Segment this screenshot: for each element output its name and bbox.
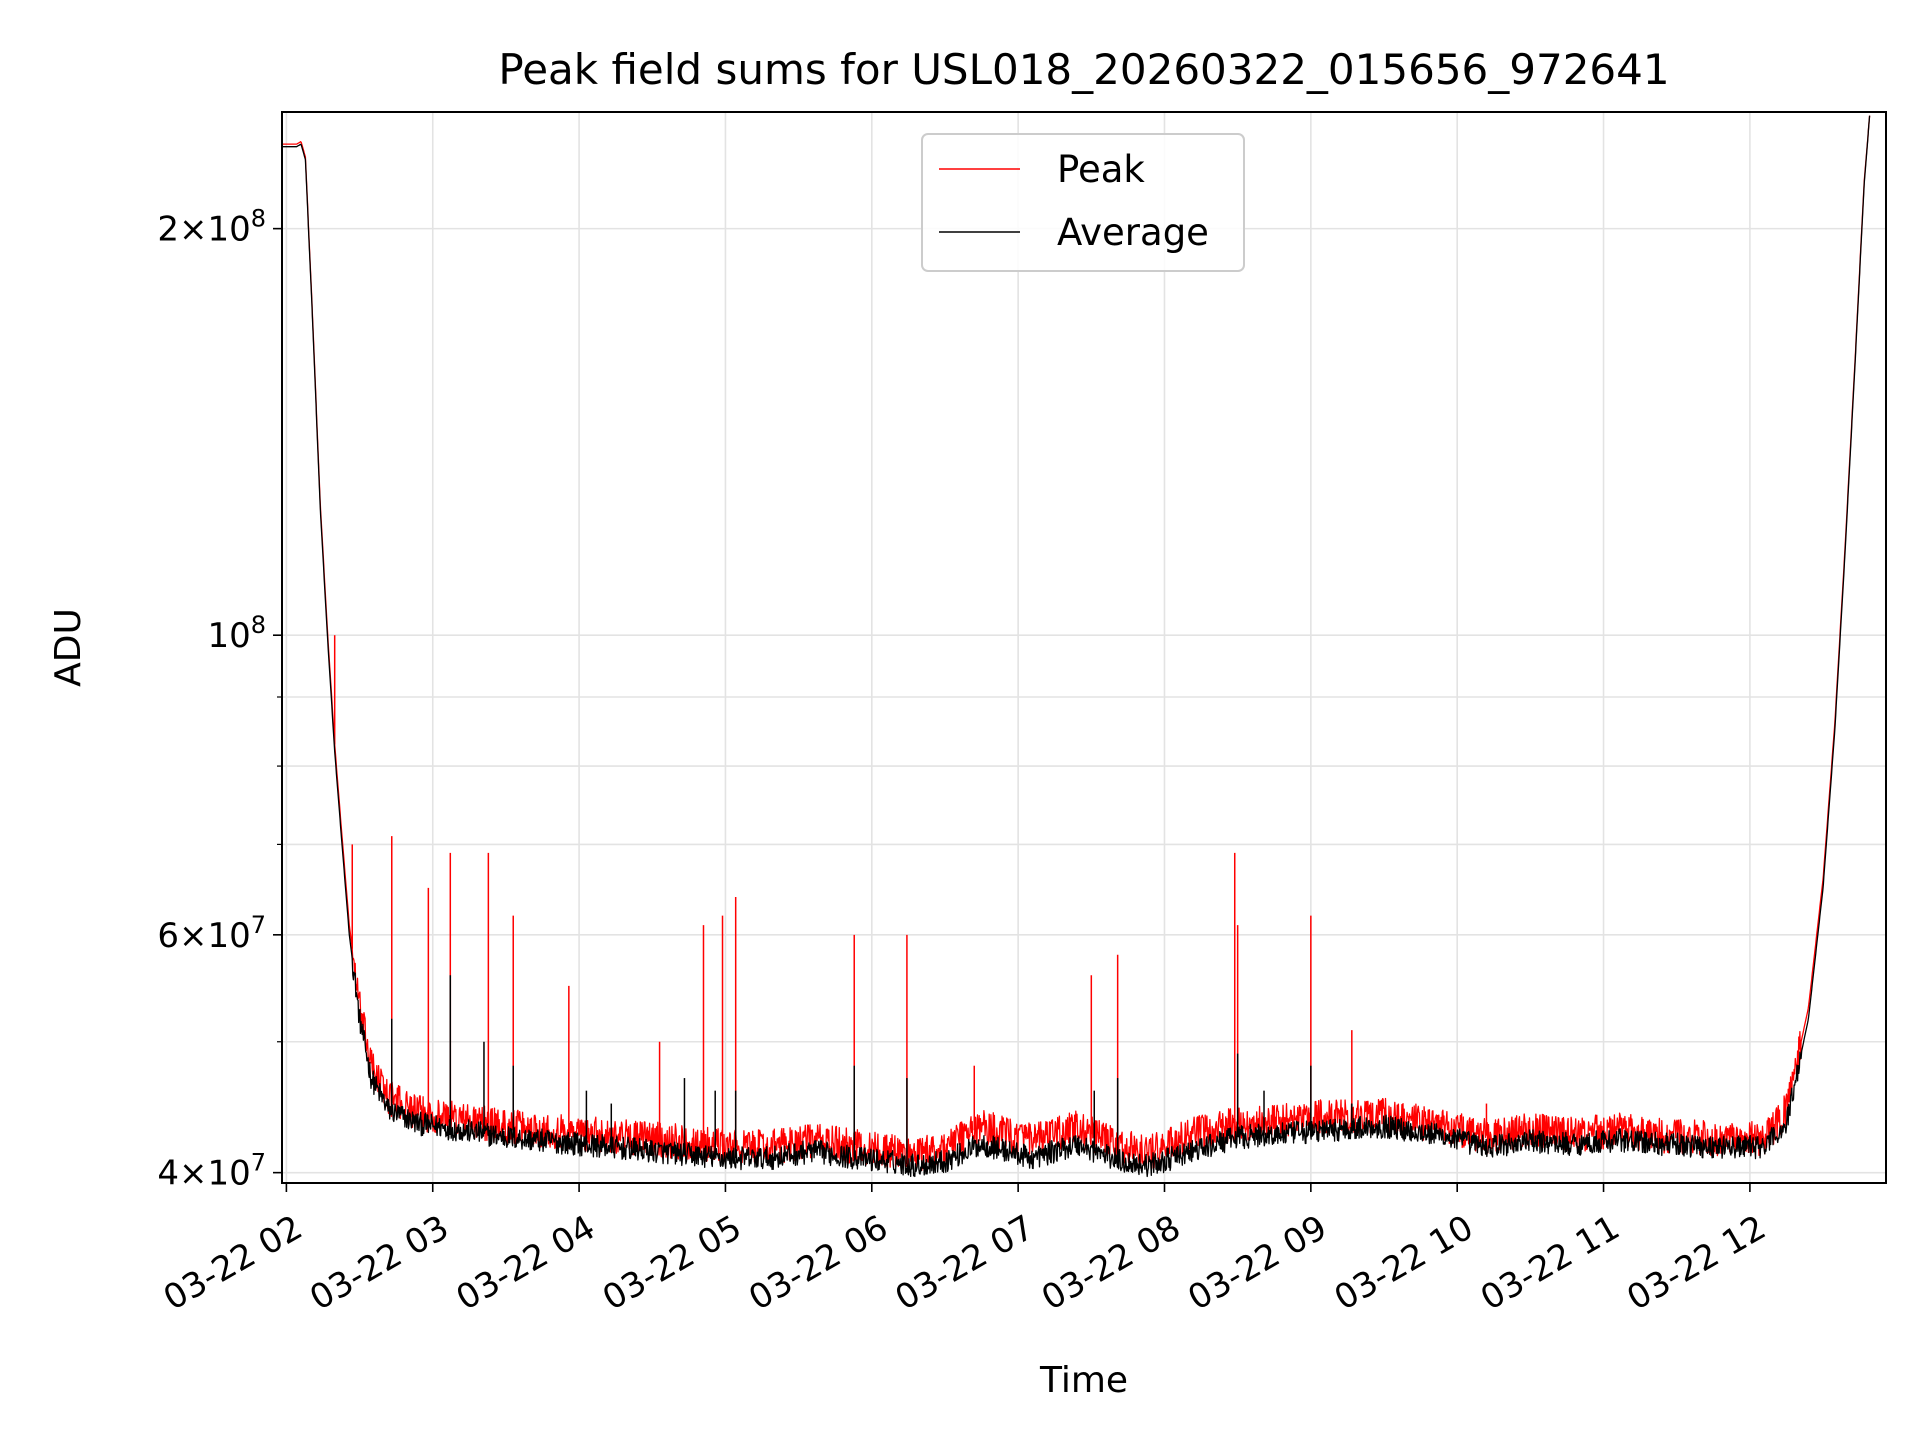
legend-peak-label: Peak: [1057, 148, 1145, 191]
y-axis-label: ADU: [48, 608, 89, 687]
legend-average-label: Average: [1057, 211, 1209, 254]
plot-area-frame: [281, 111, 1887, 1184]
series-group: [282, 115, 1871, 1178]
y-tick-label: 6×107: [157, 911, 266, 956]
chart-title: Peak field sums for USL018_20260322_0156…: [498, 45, 1669, 94]
series-line-average: [282, 115, 1871, 1178]
y-tick-label: 4×107: [157, 1149, 266, 1194]
x-axis-label: Time: [1039, 1360, 1128, 1401]
y-tick-label: 2×108: [157, 205, 266, 250]
legend: Peak Average: [921, 133, 1245, 272]
